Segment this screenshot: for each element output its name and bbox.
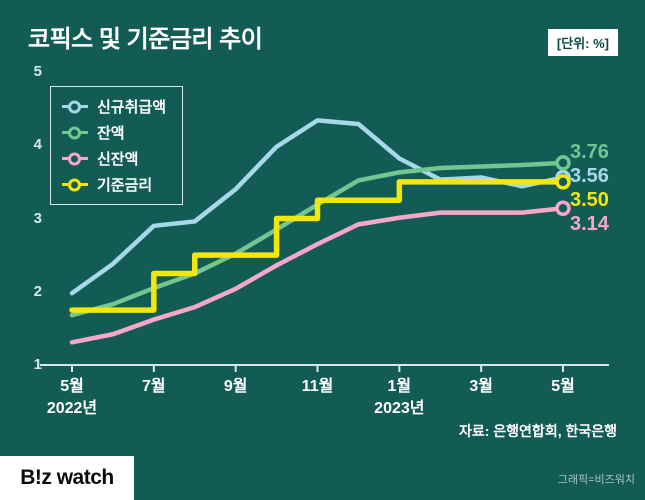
x-tick-label: 5월 [551, 378, 575, 395]
x-tick-label: 5월 [60, 378, 84, 395]
series-end-marker-3 [555, 174, 571, 190]
legend-label: 기준금리 [97, 177, 153, 194]
x-tick-label: 1월 [387, 378, 412, 395]
x-tick-label: 9월 [223, 378, 248, 395]
x-tick-label: 11월 [301, 378, 334, 395]
legend-line-marker-icon [62, 178, 88, 191]
legend-line-marker-icon [62, 100, 88, 113]
legend-item-new-cofix: 신규취급액 [62, 96, 166, 117]
legend-label: 신잔액 [97, 151, 139, 168]
series-line-2 [69, 205, 566, 345]
legend-item-balance-cofix: 잔액 [62, 122, 166, 143]
year-label: 2023년 [374, 400, 425, 417]
legend-line-marker-icon [62, 152, 88, 165]
y-tick-label: 4 [33, 136, 42, 154]
series-end-marker-2 [555, 200, 571, 216]
x-tick-label: 3월 [469, 378, 493, 395]
legend: 신규취급액 잔액 신잔액 기준금리 [50, 86, 184, 205]
page-title: 코픽스 및 기준금리 추이 [28, 26, 263, 53]
source-note: 자료: 은행연합회, 한국은행 [458, 423, 617, 439]
series-line-0 [69, 118, 566, 296]
unit-badge: [단위: %] [547, 29, 618, 56]
y-tick-label: 1 [33, 356, 42, 373]
end-value-label-new-balance: 3.14 [570, 213, 609, 235]
bizwatch-logo: B!z watch [0, 456, 134, 500]
legend-label: 잔액 [97, 125, 125, 142]
y-tick-label: 3 [33, 209, 42, 227]
end-value-label-new: 3.56 [570, 165, 609, 187]
x-tick-label: 7월 [142, 378, 166, 395]
series-line-3 [69, 179, 566, 313]
series-end-marker-1 [555, 155, 571, 171]
credit-note: 그래픽=비즈워치 [557, 474, 635, 486]
end-value-label-balance: 3.76 [570, 141, 609, 163]
legend-label: 신규취급액 [97, 99, 167, 116]
end-value-label-base-rate: 3.50 [570, 189, 609, 211]
legend-line-marker-icon [62, 126, 88, 139]
legend-item-base-rate: 기준금리 [62, 174, 166, 195]
legend-item-new-balance-cofix: 신잔액 [62, 148, 166, 169]
y-tick-label: 2 [33, 282, 42, 300]
y-tick-label: 5 [33, 63, 42, 80]
year-label: 2022년 [46, 400, 98, 417]
